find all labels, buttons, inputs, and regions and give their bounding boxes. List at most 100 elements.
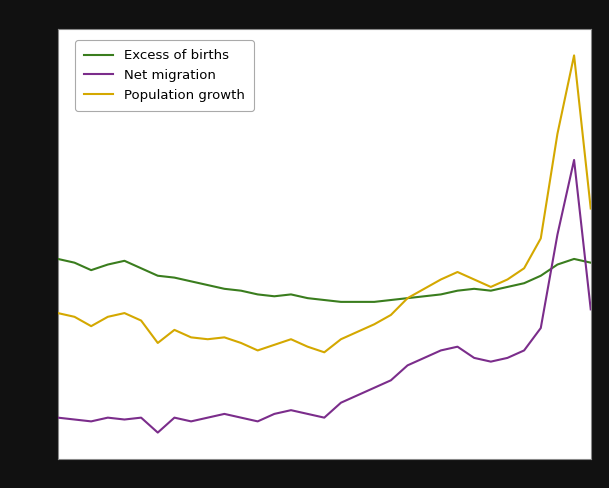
Excess of births	[238, 288, 245, 294]
Population growth	[270, 342, 278, 348]
Population growth	[437, 277, 445, 283]
Net migration	[154, 429, 161, 435]
Excess of births	[270, 293, 278, 299]
Net migration	[188, 418, 195, 424]
Net migration	[354, 392, 361, 398]
Population growth	[587, 205, 594, 211]
Population growth	[304, 344, 311, 349]
Excess of births	[138, 265, 145, 271]
Population growth	[404, 295, 411, 301]
Excess of births	[121, 258, 128, 264]
Population growth	[154, 340, 161, 346]
Net migration	[404, 363, 411, 368]
Population growth	[71, 314, 78, 320]
Excess of births	[104, 262, 111, 267]
Excess of births	[54, 256, 62, 262]
Population growth	[171, 327, 178, 333]
Net migration	[121, 417, 128, 423]
Excess of births	[437, 291, 445, 297]
Excess of births	[321, 297, 328, 303]
Excess of births	[387, 297, 395, 303]
Population growth	[471, 277, 478, 283]
Net migration	[204, 415, 211, 421]
Net migration	[304, 411, 311, 417]
Net migration	[238, 415, 245, 421]
Excess of births	[171, 275, 178, 281]
Population growth	[54, 310, 62, 316]
Net migration	[554, 232, 561, 238]
Excess of births	[421, 293, 428, 299]
Excess of births	[204, 282, 211, 288]
Population growth	[104, 314, 111, 320]
Net migration	[88, 418, 95, 424]
Population growth	[571, 53, 578, 59]
Excess of births	[521, 280, 528, 286]
Population growth	[421, 286, 428, 292]
Net migration	[504, 355, 511, 361]
Net migration	[371, 385, 378, 391]
Legend: Excess of births, Net migration, Population growth: Excess of births, Net migration, Populat…	[75, 40, 254, 111]
Population growth	[521, 265, 528, 271]
Excess of births	[471, 286, 478, 292]
Excess of births	[504, 284, 511, 290]
Net migration	[337, 400, 345, 406]
Excess of births	[487, 288, 495, 294]
Net migration	[270, 411, 278, 417]
Excess of births	[537, 273, 544, 279]
Net migration	[521, 347, 528, 353]
Population growth	[138, 318, 145, 324]
Line: Net migration: Net migration	[58, 160, 591, 432]
Excess of births	[287, 291, 295, 297]
Net migration	[587, 306, 594, 312]
Excess of births	[254, 291, 261, 297]
Population growth	[238, 340, 245, 346]
Population growth	[354, 329, 361, 335]
Net migration	[254, 418, 261, 424]
Excess of births	[220, 286, 228, 292]
Excess of births	[587, 260, 594, 265]
Population growth	[487, 284, 495, 290]
Net migration	[321, 415, 328, 421]
Population growth	[387, 312, 395, 318]
Net migration	[437, 347, 445, 353]
Population growth	[371, 322, 378, 327]
Net migration	[138, 415, 145, 421]
Excess of births	[88, 267, 95, 273]
Population growth	[188, 334, 195, 340]
Net migration	[287, 407, 295, 413]
Excess of births	[554, 262, 561, 267]
Population growth	[321, 349, 328, 355]
Population growth	[337, 336, 345, 342]
Net migration	[387, 377, 395, 383]
Population growth	[287, 336, 295, 342]
Excess of births	[304, 295, 311, 301]
Population growth	[121, 310, 128, 316]
Net migration	[71, 417, 78, 423]
Population growth	[204, 336, 211, 342]
Excess of births	[154, 273, 161, 279]
Net migration	[571, 157, 578, 163]
Population growth	[454, 269, 461, 275]
Net migration	[471, 355, 478, 361]
Excess of births	[571, 256, 578, 262]
Excess of births	[188, 279, 195, 285]
Population growth	[254, 347, 261, 353]
Excess of births	[404, 295, 411, 301]
Net migration	[220, 411, 228, 417]
Line: Excess of births: Excess of births	[58, 259, 591, 302]
Net migration	[54, 415, 62, 421]
Population growth	[537, 236, 544, 242]
Population growth	[554, 131, 561, 137]
Population growth	[220, 334, 228, 340]
Excess of births	[337, 299, 345, 305]
Net migration	[171, 415, 178, 421]
Net migration	[487, 359, 495, 365]
Excess of births	[371, 299, 378, 305]
Excess of births	[354, 299, 361, 305]
Line: Population growth: Population growth	[58, 56, 591, 352]
Excess of births	[71, 260, 78, 265]
Excess of births	[454, 288, 461, 294]
Net migration	[454, 344, 461, 349]
Net migration	[104, 415, 111, 421]
Net migration	[421, 355, 428, 361]
